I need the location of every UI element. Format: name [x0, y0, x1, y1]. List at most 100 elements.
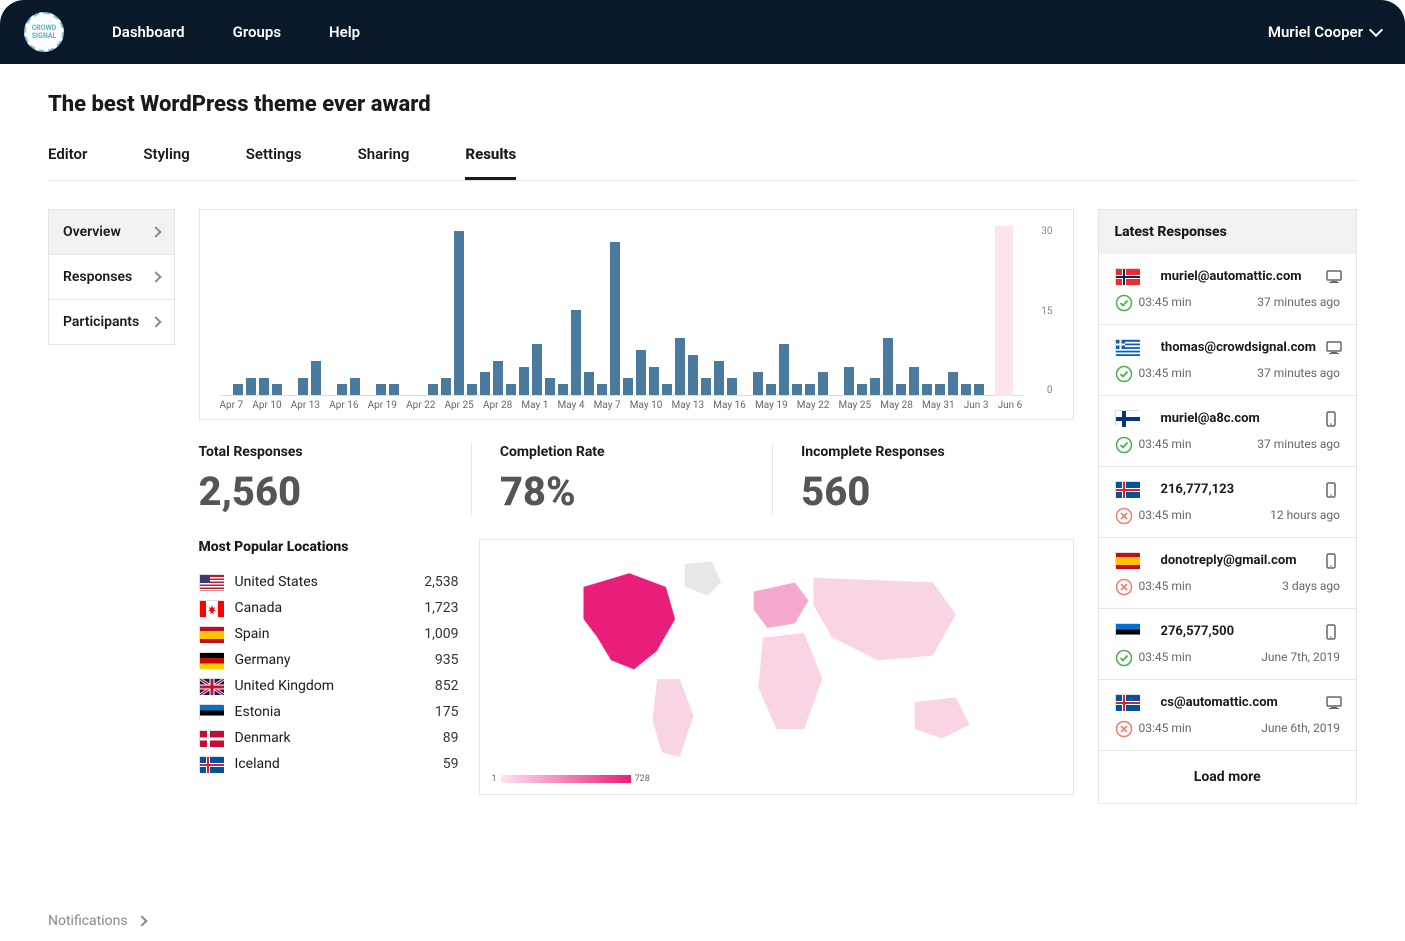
flag-icon	[199, 626, 223, 642]
x-axis-label: Apr 19	[368, 400, 397, 411]
tab-sharing[interactable]: Sharing	[358, 145, 410, 180]
flag-icon	[1115, 481, 1139, 497]
location-name: United States	[235, 574, 425, 590]
chart-bar	[688, 355, 698, 395]
response-time: 03:45 min	[1139, 437, 1250, 451]
chart-bar	[480, 372, 490, 395]
chart-bar	[558, 384, 568, 395]
sidebar-item-participants[interactable]: Participants	[49, 300, 174, 344]
chart-bar	[246, 378, 256, 395]
responses-chart: 30150 Apr 7Apr 10Apr 13Apr 16Apr 19Apr 2…	[199, 209, 1074, 420]
x-axis-label: Jun 6	[998, 400, 1023, 411]
sidebar-item-overview[interactable]: Overview	[49, 210, 174, 255]
location-name: Denmark	[235, 730, 443, 746]
latest-responses-title: Latest Responses	[1099, 210, 1356, 254]
response-ago: 3 days ago	[1282, 579, 1340, 593]
stat-incomplete-label: Incomplete Responses	[801, 444, 1045, 460]
logo[interactable]: CROWDSIGNAL	[24, 12, 64, 52]
location-name: Spain	[235, 626, 425, 642]
map-legend-min: 1	[492, 774, 497, 784]
x-axis-label: May 13	[672, 400, 705, 411]
location-name: Germany	[235, 652, 435, 668]
chart-bar	[519, 367, 529, 395]
response-item[interactable]: thomas@crowdsignal.com03:45 min37 minute…	[1099, 325, 1356, 396]
y-axis-label: 30	[1041, 226, 1052, 237]
nav-dashboard[interactable]: Dashboard	[112, 23, 185, 41]
chart-bar	[649, 367, 659, 395]
response-ago: June 6th, 2019	[1261, 721, 1340, 735]
stat-completion-label: Completion Rate	[500, 444, 744, 460]
chart-bar	[779, 344, 789, 395]
response-ago: 37 minutes ago	[1257, 295, 1340, 309]
location-row[interactable]: United States2,538	[199, 569, 459, 595]
x-axis-label: Apr 10	[252, 400, 281, 411]
chart-bar	[935, 384, 945, 395]
chart-bar	[857, 384, 867, 395]
map-region	[914, 697, 969, 738]
x-axis-label: May 1	[521, 400, 548, 411]
response-email: donotreply@gmail.com	[1161, 553, 1316, 568]
chart-bar	[298, 378, 308, 395]
chart-bar	[493, 361, 503, 395]
location-count: 1,723	[424, 600, 458, 616]
tab-settings[interactable]: Settings	[246, 145, 302, 180]
tab-editor[interactable]: Editor	[48, 145, 87, 180]
response-email: 276,577,500	[1161, 624, 1316, 639]
location-count: 935	[435, 652, 459, 668]
response-item[interactable]: cs@automattic.com03:45 minJune 6th, 2019	[1099, 680, 1356, 751]
flag-icon	[199, 730, 223, 746]
flag-icon	[1115, 552, 1139, 568]
map-region	[684, 561, 721, 596]
location-name: Iceland	[235, 756, 443, 772]
chart-bar	[974, 384, 984, 395]
location-row[interactable]: Germany935	[199, 647, 459, 673]
chart-bar	[948, 372, 958, 395]
stat-total-value: 2,560	[199, 468, 443, 515]
location-row[interactable]: Canada1,723	[199, 595, 459, 621]
location-name: Estonia	[235, 704, 435, 720]
chart-bar	[259, 378, 269, 395]
response-ago: 37 minutes ago	[1257, 366, 1340, 380]
response-item[interactable]: 276,577,50003:45 minJune 7th, 2019	[1099, 609, 1356, 680]
chart-bar	[714, 361, 724, 395]
chevron-right-icon	[150, 271, 161, 282]
response-item[interactable]: 216,777,12303:45 min12 hours ago	[1099, 467, 1356, 538]
chart-bar	[792, 384, 802, 395]
sidebar-item-responses[interactable]: Responses	[49, 255, 174, 300]
chart-bar	[727, 378, 737, 395]
location-row[interactable]: Denmark89	[199, 725, 459, 751]
location-row[interactable]: Estonia175	[199, 699, 459, 725]
load-more-button[interactable]: Load more	[1099, 751, 1356, 803]
notifications-link[interactable]: Notifications	[48, 913, 146, 929]
map-region	[813, 578, 956, 661]
chart-bar	[896, 384, 906, 395]
chart-bar	[701, 378, 711, 395]
response-item[interactable]: donotreply@gmail.com03:45 min3 days ago	[1099, 538, 1356, 609]
chart-bar	[532, 344, 542, 395]
chart-bar	[454, 231, 464, 395]
location-count: 1,009	[424, 626, 458, 642]
chart-bar	[376, 384, 386, 395]
chart-bar	[870, 378, 880, 395]
user-menu[interactable]: Muriel Cooper	[1268, 23, 1381, 41]
x-axis-label: Apr 25	[445, 400, 474, 411]
x-axis-label: May 7	[594, 400, 621, 411]
x-axis-label: May 10	[630, 400, 663, 411]
tab-styling[interactable]: Styling	[143, 145, 189, 180]
flag-icon	[199, 600, 223, 616]
location-row[interactable]: Iceland59	[199, 751, 459, 777]
response-item[interactable]: muriel@a8c.com03:45 min37 minutes ago	[1099, 396, 1356, 467]
location-row[interactable]: Spain1,009	[199, 621, 459, 647]
location-count: 59	[443, 756, 459, 772]
nav-groups[interactable]: Groups	[233, 23, 281, 41]
top-nav: CROWDSIGNAL Dashboard Groups Help Muriel…	[0, 0, 1405, 64]
location-row[interactable]: United Kingdom852	[199, 673, 459, 699]
nav-help[interactable]: Help	[329, 23, 360, 41]
chart-bar	[272, 384, 282, 395]
x-axis-label: May 16	[713, 400, 746, 411]
response-item[interactable]: muriel@automattic.com03:45 min37 minutes…	[1099, 254, 1356, 325]
mobile-icon	[1326, 482, 1340, 496]
user-name: Muriel Cooper	[1268, 23, 1363, 41]
chart-bar	[961, 384, 971, 395]
tab-results[interactable]: Results	[465, 145, 516, 180]
